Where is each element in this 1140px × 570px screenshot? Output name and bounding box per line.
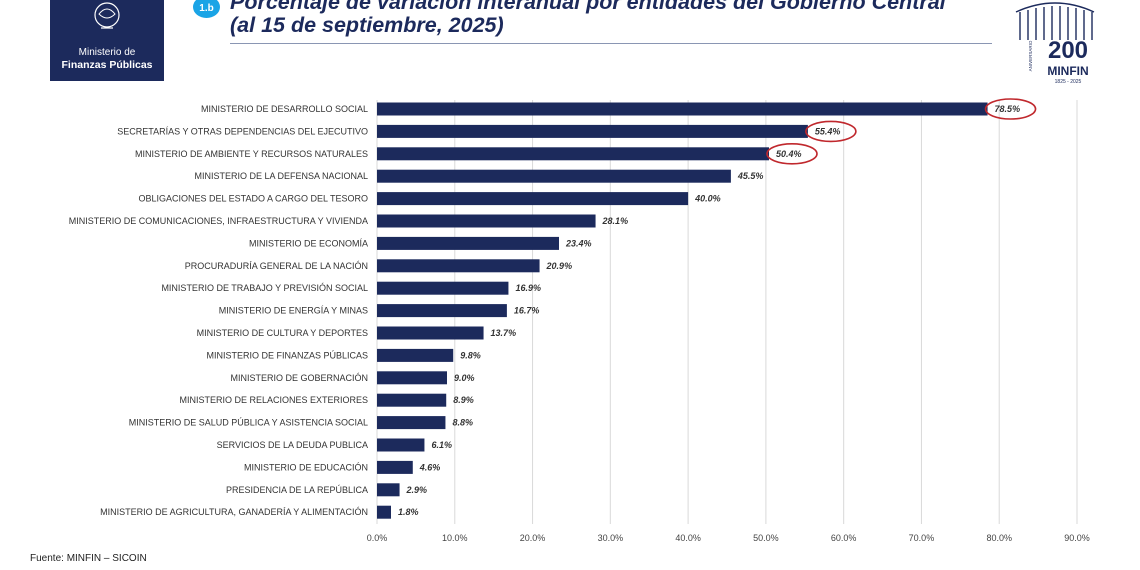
bars (377, 102, 988, 519)
category-label: MINISTERIO DE ECONOMÍA (249, 238, 368, 248)
bar (377, 348, 454, 362)
category-label: MINISTERIO DE AMBIENTE Y RECURSOS NATURA… (135, 149, 368, 159)
x-tick-label: 90.0% (1064, 533, 1090, 543)
logo-line-2: Finanzas Públicas (61, 59, 153, 71)
data-label: 9.8% (460, 350, 481, 360)
x-tick-label: 70.0% (909, 533, 935, 543)
data-label: 16.9% (515, 283, 541, 293)
data-label: 50.4% (776, 149, 802, 159)
data-label: 20.9% (546, 261, 573, 271)
bar (377, 393, 447, 407)
data-label: 23.4% (565, 238, 592, 248)
x-tick-label: 20.0% (520, 533, 546, 543)
x-tick-label: 0.0% (367, 533, 388, 543)
data-label: 40.0% (694, 194, 721, 204)
bar (377, 416, 446, 430)
x-tick-label: 50.0% (753, 533, 779, 543)
anniversary-word: ANIVERSARIO (1028, 40, 1033, 71)
category-label: MINISTERIO DE CULTURA Y DEPORTES (197, 328, 368, 338)
category-label: PRESIDENCIA DE LA REPÚBLICA (226, 485, 368, 495)
bar (377, 371, 447, 385)
anniversary-brand: MINFIN (1047, 64, 1088, 78)
anniversary-number: 200 (1048, 37, 1088, 64)
x-tick-label: 10.0% (442, 533, 468, 543)
data-label: 28.1% (602, 216, 629, 226)
data-label: 8.9% (453, 395, 474, 405)
category-label: MINISTERIO DE TRABAJO Y PREVISIÓN SOCIAL (161, 283, 368, 293)
bar (377, 147, 769, 161)
bar (377, 483, 400, 497)
bar (377, 326, 484, 340)
category-label: SECRETARÍAS Y OTRAS DEPENDENCIAS DEL EJE… (117, 126, 368, 136)
data-label: 2.9% (406, 485, 428, 495)
data-label: 16.7% (514, 306, 540, 316)
category-label: OBLIGACIONES DEL ESTADO A CARGO DEL TESO… (138, 194, 368, 204)
bar (377, 505, 391, 519)
data-label: 8.8% (452, 418, 473, 428)
category-label: MINISTERIO DE LA DEFENSA NACIONAL (194, 171, 368, 181)
category-label: MINISTERIO DE DESARROLLO SOCIAL (201, 104, 368, 114)
bar (377, 124, 808, 138)
bar (377, 102, 988, 116)
bar (377, 460, 413, 474)
data-label: 4.6% (419, 462, 441, 472)
highlight-circle (805, 120, 857, 143)
category-label: SERVICIOS DE LA DEUDA PUBLICA (217, 440, 368, 450)
category-label: MINISTERIO DE SALUD PÚBLICA Y ASISTENCIA… (129, 418, 368, 428)
category-label: MINISTERIO DE EDUCACIÓN (244, 462, 368, 472)
category-label: MINISTERIO DE COMUNICACIONES, INFRAESTRU… (69, 216, 368, 226)
coat-of-arms-icon (94, 2, 120, 29)
bar (377, 236, 559, 250)
chart-subtitle: (al 15 de septiembre, 2025) (230, 13, 504, 37)
anniversary-years: 1825 - 2025 (1055, 79, 1082, 85)
section-badge: 1.b (193, 0, 220, 18)
labels: MINISTERIO DE DESARROLLO SOCIAL 78.5% SECR… (69, 98, 1037, 517)
category-label: MINISTERIO DE FINANZAS PÚBLICAS (206, 350, 368, 360)
bar (377, 304, 507, 318)
title-divider (230, 43, 992, 44)
highlight-circle (766, 143, 818, 165)
data-label: 55.4% (815, 126, 841, 136)
x-tick-label: 80.0% (986, 533, 1012, 543)
data-label: 6.1% (431, 440, 452, 450)
data-label: 13.7% (491, 328, 517, 338)
x-axis: 0.0% 10.0% 20.0% 30.0% 40.0% 50.0% 60.0% 70.0% 8… (367, 533, 1090, 543)
data-label: 9.0% (454, 373, 475, 383)
category-label: PROCURADURÍA GENERAL DE LA NACIÓN (185, 261, 368, 271)
category-label: MINISTERIO DE AGRICULTURA, GANADERÍA Y A… (100, 507, 368, 517)
bar (377, 169, 731, 183)
category-label: MINISTERIO DE GOBERNACIÓN (230, 373, 368, 383)
category-label: MINISTERIO DE ENERGÍA Y MINAS (219, 306, 368, 316)
logo-line-1: Ministerio de (78, 47, 136, 58)
x-tick-label: 60.0% (831, 533, 857, 543)
bar (377, 192, 689, 206)
data-label: 78.5% (995, 104, 1021, 114)
chart-title: Porcentaje de variación interanual por e… (230, 0, 946, 14)
bar (377, 259, 540, 273)
bar (377, 438, 425, 452)
bar (377, 281, 509, 295)
highlight-circle (984, 98, 1037, 120)
source-note: Fuente: MINFIN – SICOIN (30, 553, 147, 564)
x-tick-label: 40.0% (675, 533, 701, 543)
x-tick-label: 30.0% (598, 533, 624, 543)
category-label: MINISTERIO DE RELACIONES EXTERIORES (179, 395, 368, 405)
data-label: 1.8% (398, 507, 419, 517)
ministry-logo: Ministerio de Finanzas Públicas (50, 0, 164, 81)
building-icon (1015, 2, 1095, 40)
anniversary-logo: 200 ANIVERSARIO MINFIN 1825 - 2025 (1015, 2, 1095, 85)
bar (377, 214, 596, 228)
data-label: 45.5% (737, 171, 764, 181)
